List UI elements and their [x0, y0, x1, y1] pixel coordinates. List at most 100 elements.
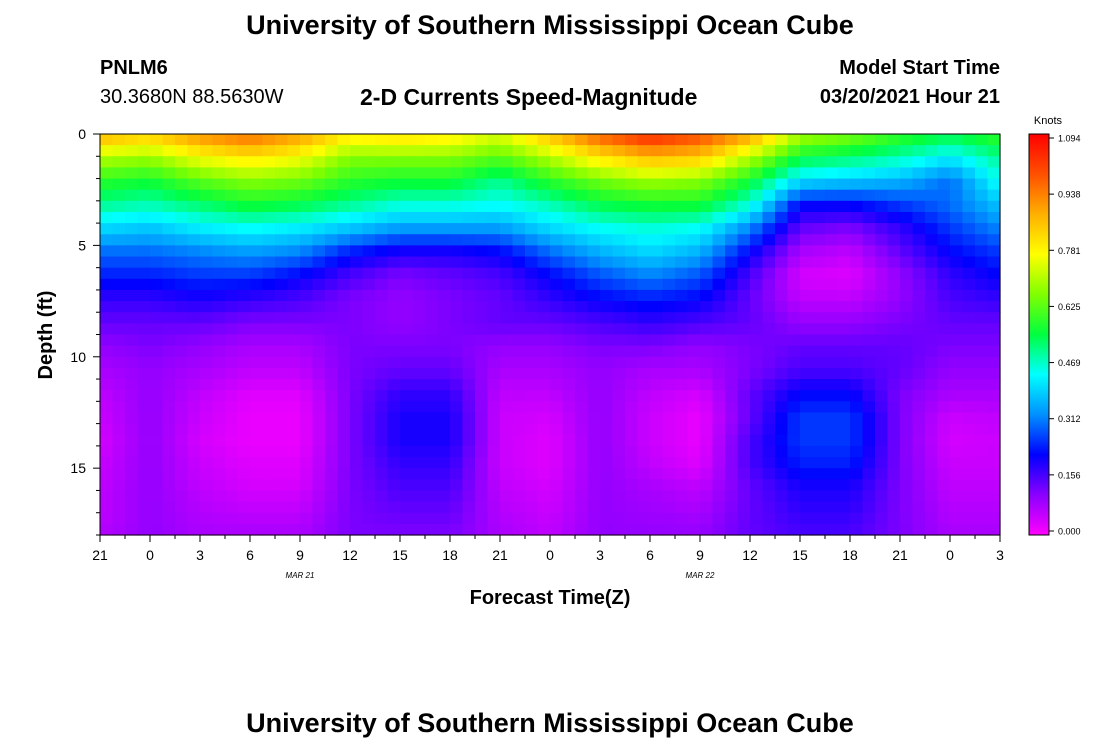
- heatmap-cell: [125, 479, 139, 492]
- heatmap-cell: [200, 367, 214, 380]
- heatmap-cell: [387, 200, 401, 213]
- heatmap-cell: [437, 245, 451, 258]
- heatmap-cell: [275, 423, 289, 436]
- heatmap-cell: [950, 423, 964, 436]
- heatmap-cell: [262, 479, 276, 492]
- heatmap-cell: [687, 468, 701, 480]
- heatmap-cell: [987, 256, 1001, 269]
- heatmap-cell: [675, 223, 689, 235]
- heatmap-cell: [125, 445, 139, 458]
- heatmap-cell: [950, 367, 964, 380]
- heatmap-cell: [125, 523, 139, 536]
- heatmap-cell: [912, 200, 926, 213]
- heatmap-cell: [162, 178, 176, 191]
- heatmap-cell: [150, 390, 164, 402]
- heatmap-cell: [500, 401, 514, 414]
- heatmap-cell: [800, 289, 814, 302]
- heatmap-cell: [712, 445, 726, 458]
- heatmap-cell: [825, 323, 839, 336]
- heatmap-cell: [750, 412, 764, 425]
- heatmap-cell: [812, 412, 826, 425]
- heatmap-cell: [650, 301, 664, 313]
- heatmap-cell: [487, 256, 501, 269]
- heatmap-cell: [650, 523, 664, 536]
- heatmap-cell: [875, 289, 889, 302]
- heatmap-cell: [400, 501, 414, 514]
- heatmap-cell: [837, 211, 851, 224]
- heatmap-cell: [687, 512, 701, 525]
- heatmap-cell: [712, 434, 726, 447]
- heatmap-cell: [287, 223, 301, 235]
- heatmap-cell: [937, 178, 951, 191]
- heatmap-cell: [350, 267, 364, 280]
- heatmap-cell: [200, 512, 214, 525]
- heatmap-cell: [487, 356, 501, 369]
- heatmap-cell: [837, 301, 851, 313]
- heatmap-cell: [950, 490, 964, 503]
- heatmap-cell: [725, 323, 739, 336]
- heatmap-cell: [675, 312, 689, 324]
- heatmap-cell: [112, 423, 126, 436]
- heatmap-cell: [137, 501, 151, 514]
- heatmap-cell: [212, 312, 226, 324]
- heatmap-cell: [175, 178, 189, 191]
- heatmap-cell: [637, 401, 651, 414]
- heatmap-cell: [212, 379, 226, 391]
- heatmap-cell: [662, 189, 676, 202]
- heatmap-cell: [650, 334, 664, 347]
- heatmap-cell: [600, 334, 614, 347]
- heatmap-cell: [375, 289, 389, 302]
- heatmap-cell: [612, 356, 626, 369]
- heatmap-cell: [837, 445, 851, 458]
- heatmap-cell: [650, 445, 664, 458]
- heatmap-cell: [187, 401, 201, 414]
- heatmap-cell: [387, 245, 401, 258]
- heatmap-cell: [737, 167, 751, 180]
- heatmap-cell: [212, 412, 226, 425]
- heatmap-cell: [425, 345, 439, 358]
- heatmap-cell: [150, 334, 164, 347]
- heatmap-cell: [525, 312, 539, 324]
- heatmap-cell: [687, 278, 701, 291]
- heatmap-cell: [875, 334, 889, 347]
- heatmap-cell: [412, 234, 426, 246]
- heatmap-cell: [175, 401, 189, 414]
- heatmap-cell: [525, 156, 539, 169]
- heatmap-cell: [825, 523, 839, 536]
- heatmap-cell: [987, 145, 1001, 157]
- heatmap-cell: [487, 145, 501, 157]
- heatmap-cell: [512, 178, 526, 191]
- heatmap-cell: [750, 367, 764, 380]
- heatmap-cell: [475, 134, 489, 146]
- heatmap-cell: [812, 345, 826, 358]
- heatmap-cell: [237, 245, 251, 258]
- heatmap-cell: [362, 468, 376, 480]
- heatmap-cell: [912, 145, 926, 157]
- heatmap-cell: [900, 156, 914, 169]
- heatmap-cell: [937, 479, 951, 492]
- heatmap-cell: [800, 134, 814, 146]
- heatmap-cell: [500, 289, 514, 302]
- heatmap-cell: [125, 345, 139, 358]
- heatmap-cell: [162, 512, 176, 525]
- heatmap-cell: [687, 323, 701, 336]
- heatmap-cell: [562, 445, 576, 458]
- heatmap-cell: [625, 345, 639, 358]
- heatmap-cell: [512, 334, 526, 347]
- heatmap-cell: [937, 289, 951, 302]
- heatmap-cell: [750, 490, 764, 503]
- heatmap-cell: [737, 256, 751, 269]
- heatmap-cell: [662, 334, 676, 347]
- heatmap-cell: [962, 390, 976, 402]
- heatmap-cell: [337, 145, 351, 157]
- heatmap-cell: [987, 245, 1001, 258]
- heatmap-cell: [925, 434, 939, 447]
- heatmap-cell: [287, 156, 301, 169]
- heatmap-cell: [437, 479, 451, 492]
- heatmap-cell: [500, 468, 514, 480]
- heatmap-cell: [637, 301, 651, 313]
- heatmap-cell: [850, 367, 864, 380]
- heatmap-cell: [662, 245, 676, 258]
- heatmap-cell: [137, 301, 151, 313]
- heatmap-cell: [100, 468, 114, 480]
